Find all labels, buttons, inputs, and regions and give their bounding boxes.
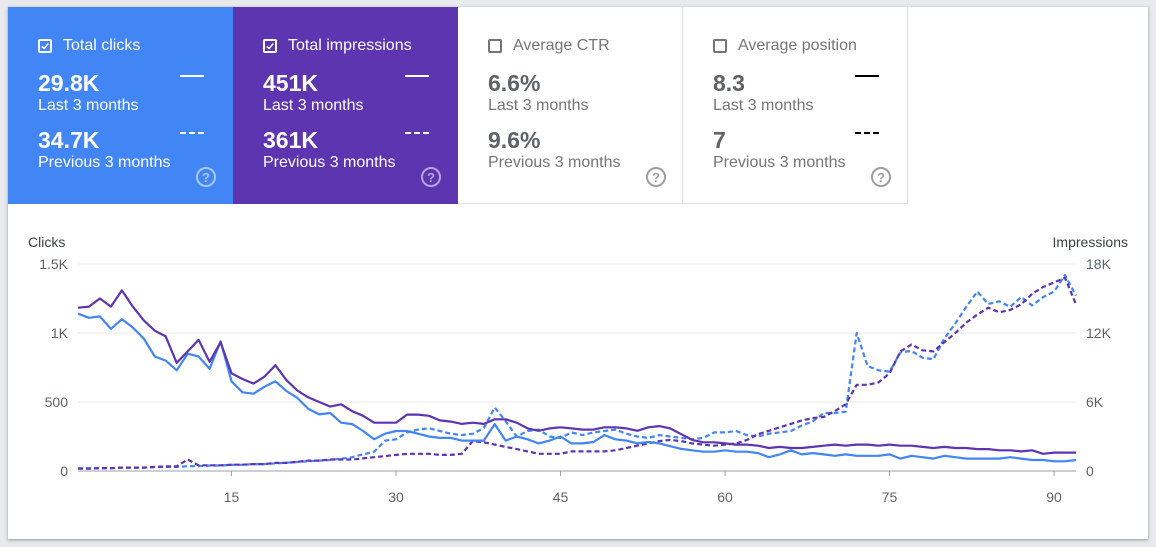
tile-average-position[interactable]: Average position 8.3 Last 3 months 7 Pre… bbox=[683, 7, 908, 204]
previous-period-label: Previous 3 months bbox=[263, 154, 396, 171]
average-ctr-checkbox[interactable] bbox=[488, 39, 502, 53]
previous-value: 34.7K bbox=[38, 127, 100, 153]
x-tick-label: 90 bbox=[1046, 489, 1062, 505]
y-axis-right-title: Impressions bbox=[1052, 234, 1128, 250]
current-value: 6.6% bbox=[488, 70, 541, 96]
previous-value: 7 bbox=[713, 127, 726, 153]
current-period-label: Last 3 months bbox=[488, 97, 589, 114]
tile-total-clicks[interactable]: Total clicks 29.8K Last 3 months 34.7K P… bbox=[8, 7, 233, 204]
performance-chart[interactable]: 0 500 1K 1.5K 0 6K 12K 18K 15 30 45 60 75 90 bbox=[8, 7, 1148, 539]
y-left-tick-label: 1.5K bbox=[39, 256, 68, 272]
previous-period-label: Previous 3 months bbox=[38, 154, 171, 171]
average-position-checkbox[interactable] bbox=[713, 39, 727, 53]
help-icon[interactable]: ? bbox=[421, 167, 441, 187]
total-clicks-checkbox[interactable] bbox=[38, 39, 52, 53]
previous-period-label: Previous 3 months bbox=[713, 154, 846, 171]
previous-period-label: Previous 3 months bbox=[488, 154, 621, 171]
solid-line-legend-icon bbox=[405, 75, 429, 77]
tile-label: Average position bbox=[738, 37, 857, 54]
tile-label: Total clicks bbox=[63, 37, 141, 54]
help-icon[interactable]: ? bbox=[196, 167, 216, 187]
current-period-label: Last 3 months bbox=[38, 97, 139, 114]
performance-card: Total clicks 29.8K Last 3 months 34.7K P… bbox=[8, 7, 1148, 539]
y-right-tick-label: 18K bbox=[1086, 256, 1112, 272]
y-right-tick-label: 0 bbox=[1086, 463, 1094, 479]
tile-total-impressions[interactable]: Total impressions 451K Last 3 months 361… bbox=[233, 7, 458, 204]
metric-tiles: Total clicks 29.8K Last 3 months 34.7K P… bbox=[8, 7, 908, 204]
solid-line-legend-icon bbox=[855, 75, 879, 77]
previous-value: 361K bbox=[263, 127, 318, 153]
y-axis-left-title: Clicks bbox=[28, 234, 66, 250]
x-tick-label: 45 bbox=[553, 489, 569, 505]
y-right-tick-label: 6K bbox=[1086, 394, 1104, 410]
dashed-line-legend-icon bbox=[405, 132, 429, 134]
current-value: 29.8K bbox=[38, 70, 100, 96]
current-value: 451K bbox=[263, 70, 318, 96]
dashed-line-legend-icon bbox=[855, 132, 879, 134]
y-left-tick-label: 0 bbox=[60, 463, 68, 479]
y-left-tick-label: 500 bbox=[45, 394, 69, 410]
total-impressions-checkbox[interactable] bbox=[263, 39, 277, 53]
series-line-impressions_prev bbox=[78, 276, 1078, 470]
x-tick-label: 15 bbox=[224, 489, 240, 505]
current-period-label: Last 3 months bbox=[263, 97, 364, 114]
current-period-label: Last 3 months bbox=[713, 97, 814, 114]
x-tick-label: 60 bbox=[717, 489, 733, 505]
tile-label: Total impressions bbox=[288, 37, 412, 54]
x-tick-label: 75 bbox=[882, 489, 898, 505]
help-icon[interactable]: ? bbox=[871, 167, 891, 187]
dashed-line-legend-icon bbox=[180, 132, 204, 134]
help-icon[interactable]: ? bbox=[646, 167, 666, 187]
y-left-tick-label: 1K bbox=[51, 325, 69, 341]
series-line-impressions_last bbox=[77, 289, 1076, 455]
previous-value: 9.6% bbox=[488, 127, 541, 153]
series-line-clicks_last bbox=[77, 312, 1077, 463]
x-tick-label: 30 bbox=[388, 489, 404, 505]
tile-average-ctr[interactable]: Average CTR 6.6% Last 3 months 9.6% Prev… bbox=[458, 7, 683, 204]
series-line-clicks_prev bbox=[78, 273, 1077, 470]
current-value: 8.3 bbox=[713, 70, 745, 96]
y-right-tick-label: 12K bbox=[1086, 325, 1112, 341]
tile-label: Average CTR bbox=[513, 37, 610, 54]
solid-line-legend-icon bbox=[180, 75, 204, 77]
